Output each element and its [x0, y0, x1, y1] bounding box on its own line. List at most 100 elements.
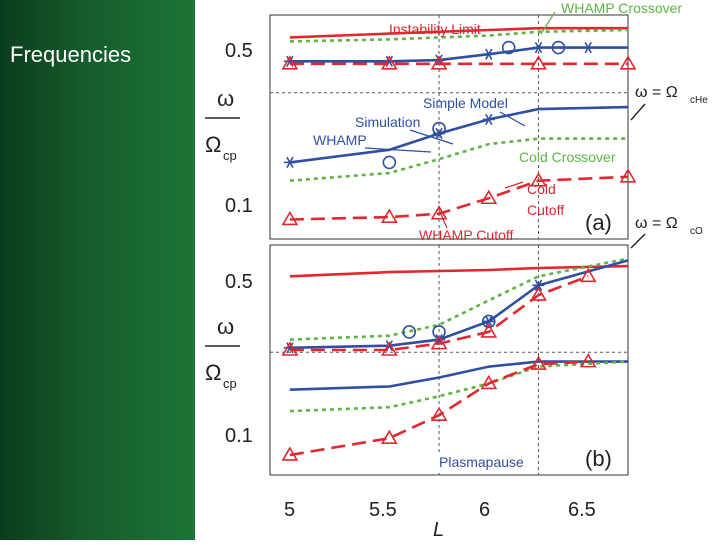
annot-whamp-crossover: WHAMP Crossover — [561, 0, 682, 16]
side-label-cO-sub: cO — [690, 226, 703, 237]
series-a-3-point-3-ray-2 — [485, 48, 493, 60]
series-b-1-line — [289, 257, 629, 341]
annot-instability-limit: Instability Limit — [389, 21, 481, 37]
series-a-8-line — [289, 137, 628, 182]
series-b-8-point-4 — [530, 355, 547, 370]
series-a-4-point-3 — [551, 40, 566, 55]
series-b-5-point-2 — [430, 335, 448, 350]
series-b-3-point-3 — [482, 315, 495, 328]
x-tick-5: 5 — [284, 499, 295, 521]
annot-cutoff: Cutoff — [527, 202, 564, 218]
series-a-0-line — [289, 26, 628, 39]
annot-simulation-arrow — [409, 129, 454, 145]
series-a-9-point-3 — [480, 189, 498, 205]
series-a-3-point-0-ray-2 — [286, 55, 294, 67]
annot-whamp-arrow — [364, 147, 432, 153]
series-a-9-line — [289, 175, 629, 221]
series-b-8-line — [289, 360, 589, 457]
series-a-9-point-0 — [281, 210, 299, 226]
x-axis-label: L — [433, 519, 444, 540]
figure: 0.5 0.1 0.5 0.1 ω Ω cp ω Ω cp 5 5.5 6 6.… — [195, 0, 720, 541]
series-b-5-point-0 — [281, 341, 299, 356]
ylabel-b-Omega: Ω — [205, 360, 221, 385]
series-b-8-point-0 — [281, 446, 299, 461]
series-b-8-point-1 — [380, 429, 398, 444]
panel-b-label: (b) — [585, 446, 612, 471]
series-a-1-line — [289, 28, 629, 43]
annot-plasmapause: Plasmapause — [439, 454, 524, 470]
x-tick-6: 6 — [479, 499, 490, 521]
series-b-6-line — [289, 360, 628, 391]
panel-b-frame — [269, 244, 629, 476]
series-b-8-point-3 — [480, 374, 498, 390]
ylabel-b-omega: ω — [217, 314, 234, 339]
series-b-5-line — [289, 275, 589, 352]
x-tick-6.5: 6.5 — [568, 499, 596, 521]
annot-simulation: Simulation — [355, 114, 420, 130]
panel-a-grid — [270, 15, 628, 239]
side-label-cHe: ω = Ω — [635, 84, 678, 101]
side-label-cHe-sub: cHe — [690, 95, 708, 106]
series-b-8-point-2 — [430, 406, 448, 421]
series-a-3-point-4-ray-2 — [534, 41, 543, 54]
series-a-9-point-5 — [619, 168, 637, 183]
ylabel-a-sub: cp — [223, 148, 237, 163]
series-a-3-point-5-ray-2 — [584, 41, 592, 54]
series-a-10-point-4 — [619, 55, 637, 70]
series-b-5-point-5 — [579, 267, 597, 283]
series-a-9-point-2 — [430, 205, 448, 220]
y-tick-b-01: 0.1 — [225, 425, 253, 447]
series-a-10-point-2 — [430, 55, 448, 70]
panel-b-series — [281, 257, 629, 461]
series-b-8-point-5 — [579, 353, 597, 368]
side-label-cO: ω = Ω — [635, 215, 678, 232]
side-arrow-cO — [630, 233, 646, 249]
series-b-5-point-3 — [480, 323, 498, 338]
panel-a-frame — [269, 14, 629, 240]
chart: 0.5 0.1 0.5 0.1 ω Ω cp ω Ω cp 5 5.5 6 6.… — [205, 0, 708, 541]
series-b-2-line — [289, 259, 629, 350]
series-a-7-point-2-ray-2 — [485, 113, 493, 126]
series-b-4-point-2 — [481, 314, 496, 329]
series-a-4-point-0 — [382, 155, 397, 170]
y-tick-a-05: 0.5 — [225, 40, 253, 62]
ylabel-a-omega: ω — [217, 86, 234, 111]
x-tick-5.5: 5.5 — [369, 499, 397, 521]
series-a-10-point-0 — [281, 55, 299, 70]
series-a-4-point-2 — [501, 40, 516, 55]
annot-cold: Cold — [527, 181, 556, 197]
annot-whamp: WHAMP — [313, 132, 367, 148]
annot-cold-crossover: Cold Crossover — [519, 149, 616, 165]
series-a-10-point-3 — [530, 55, 547, 70]
series-b-3-point-4 — [532, 279, 545, 291]
annot-cold-arrow — [504, 181, 524, 189]
series-b-0-line — [289, 264, 629, 278]
annot-whamp-crossover-arrow — [540, 11, 556, 35]
series-a-7-point-1-ray-2 — [435, 127, 443, 140]
y-tick-a-01: 0.1 — [225, 195, 253, 217]
series-a-10-point-1 — [380, 55, 398, 70]
series-b-5-point-1 — [380, 341, 398, 356]
slide-title: Frequencies — [10, 42, 132, 67]
plasmapause-label-bg — [435, 452, 531, 472]
annot-simple-model: Simple Model — [423, 95, 508, 111]
slide-background — [0, 0, 195, 540]
annot-whamp-cutoff-arrow — [438, 209, 448, 229]
series-a-9-point-1 — [380, 208, 398, 223]
series-a-3-point-5 — [582, 41, 595, 54]
series-b-7-line — [289, 360, 629, 413]
series-b-3-point-0-ray-2 — [286, 342, 294, 354]
series-a-7-point-0 — [283, 156, 296, 168]
annot-whamp-cutoff: WHAMP Cutoff — [419, 227, 514, 243]
series-a-3-point-3 — [482, 48, 495, 60]
panel-a-label: (a) — [585, 210, 612, 235]
annot-simple-model-arrow — [499, 111, 526, 127]
y-tick-b-05: 0.5 — [225, 271, 253, 293]
series-a-7-point-2 — [482, 113, 495, 126]
series-b-3-point-4-ray-2 — [534, 279, 543, 291]
series-b-3-point-3-ray-2 — [485, 315, 493, 328]
side-arrow-cHe — [630, 103, 646, 121]
series-a-6-line — [289, 105, 629, 164]
series-a-7-point-1 — [433, 127, 446, 140]
series-a-2-line — [289, 46, 628, 63]
